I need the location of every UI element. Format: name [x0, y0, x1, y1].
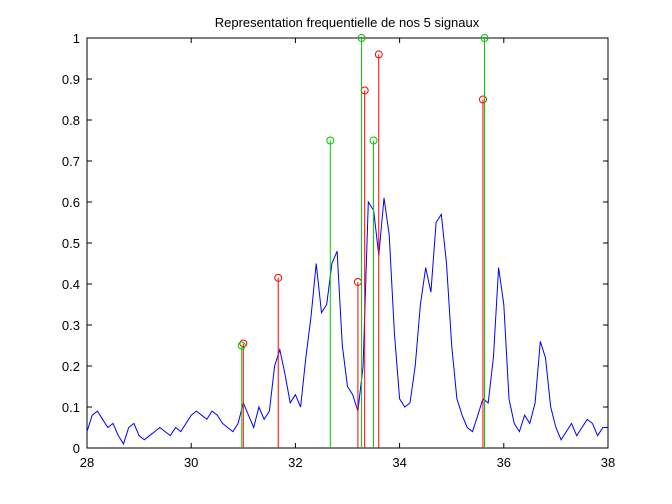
y-tick-label: 0.5 [62, 236, 80, 251]
stem-marker-green [326, 136, 335, 145]
chart-title: Representation frequentielle de nos 5 si… [215, 15, 480, 30]
y-tick-label: 0.6 [62, 195, 80, 210]
y-tick-label: 0.7 [62, 154, 80, 169]
stem-marker-green [480, 34, 489, 42]
x-tick-label: 38 [601, 455, 615, 470]
plot-area [86, 37, 609, 449]
stem-marker-green [357, 34, 366, 42]
stem-marker-red [274, 273, 283, 282]
stem-marker-green [369, 136, 378, 145]
x-tick-label: 28 [80, 455, 94, 470]
plot-layer [86, 34, 608, 448]
x-tick-label: 36 [497, 455, 511, 470]
stem-marker-red [374, 50, 383, 59]
y-tick-label: 0.4 [62, 277, 80, 292]
y-tick-label: 0.8 [62, 113, 80, 128]
y-tick-label: 0.1 [62, 400, 80, 415]
y-tick-label: 0 [73, 441, 80, 456]
y-tick-label: 1 [73, 31, 80, 46]
x-tick-label: 32 [288, 455, 302, 470]
x-tick-label: 34 [392, 455, 406, 470]
spectrum-line [86, 197, 608, 446]
x-tick-label: 30 [184, 455, 198, 470]
stem-marker-red [478, 95, 487, 104]
y-tick-label: 0.2 [62, 359, 80, 374]
stem-marker-green [237, 341, 246, 350]
stem-marker-red [239, 339, 248, 348]
y-tick-label: 0.9 [62, 72, 80, 87]
axes-ticks: 28 30 32 34 36 38 0 0.1 0.2 0.3 0.4 0.5 0.6 0.7 0.8 0.9… [62, 31, 615, 470]
y-tick-label: 0.3 [62, 318, 80, 333]
